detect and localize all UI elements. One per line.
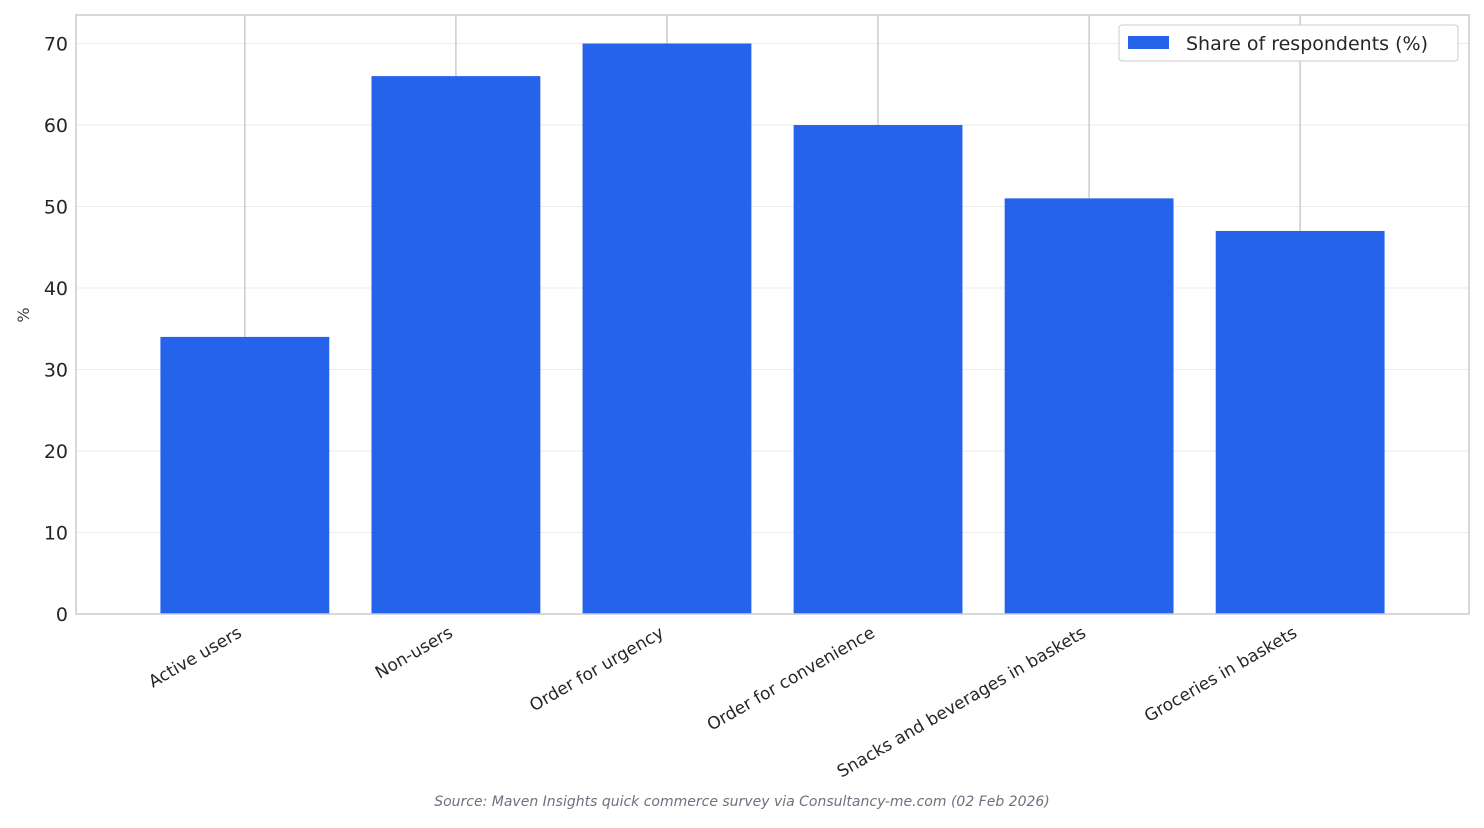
legend-swatch (1128, 36, 1169, 49)
x-tick-label: Non-users (372, 623, 457, 683)
y-tick-label: 60 (44, 115, 68, 137)
x-tick-label: Snacks and beverages in baskets (834, 623, 1090, 782)
x-tick-label: Order for convenience (704, 623, 879, 735)
y-tick-label: 40 (44, 278, 68, 300)
x-tick-label: Active users (145, 623, 245, 692)
bar-snacks-and-beverages-in-baskets (1004, 198, 1174, 614)
bar-order-for-convenience (793, 125, 963, 614)
y-tick-label: 30 (44, 360, 68, 382)
x-axis-ticks: Active users Non-users Order for urgency Or… (145, 623, 1300, 782)
y-axis-title: % (14, 307, 33, 322)
y-tick-label: 50 (44, 197, 68, 219)
bar-non-users (371, 76, 541, 615)
legend: Share of respondents (%) (1118, 24, 1459, 62)
plot-frame (75, 14, 1470, 615)
bar-groceries-in-baskets (1215, 230, 1385, 614)
x-tick-label: Order for urgency (526, 623, 667, 716)
y-tick-label: 10 (44, 523, 68, 545)
x-tick-label: Groceries in baskets (1141, 623, 1301, 727)
bar-order-for-urgency (582, 43, 752, 615)
y-tick-label: 0 (56, 604, 68, 626)
source-note: Source: Maven Insights quick commerce su… (434, 794, 1050, 810)
legend-box (1118, 24, 1459, 62)
y-tick-label: 70 (44, 34, 68, 56)
y-axis-ticks: 0 10 20 30 40 50 60 70 (44, 34, 68, 626)
y-tick-label: 20 (44, 441, 68, 463)
bar-active-users (160, 336, 330, 614)
bars (160, 43, 1385, 615)
legend-label: Share of respondents (%) (1186, 33, 1428, 55)
